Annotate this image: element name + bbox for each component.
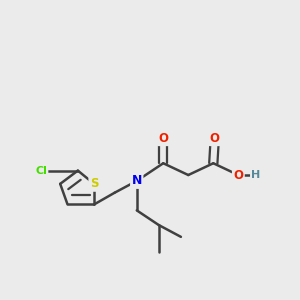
Text: Cl: Cl — [35, 166, 47, 176]
Text: N: N — [132, 174, 142, 188]
Text: O: O — [210, 132, 220, 145]
Text: O: O — [233, 169, 243, 182]
Text: H: H — [251, 170, 261, 180]
Text: O: O — [158, 132, 168, 145]
Text: S: S — [90, 177, 98, 190]
